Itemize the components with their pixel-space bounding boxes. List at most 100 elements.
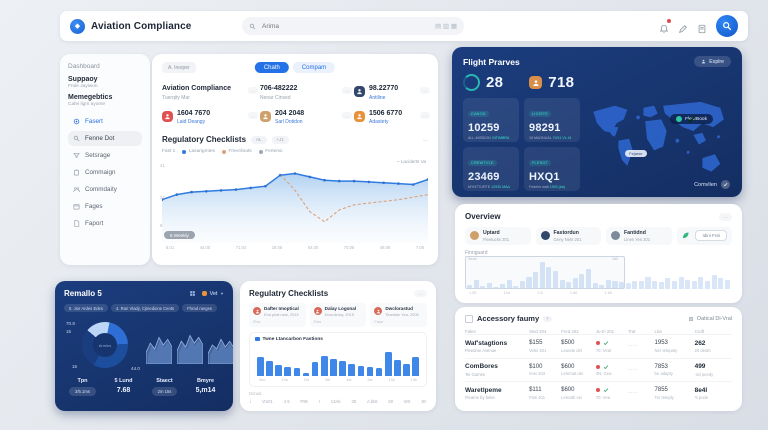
- status-icons: [595, 364, 628, 370]
- checklist-person[interactable]: Dwclorastud Teardian Yea, 2005 Fasd: [370, 303, 428, 327]
- table-select-all-checkbox[interactable]: [465, 314, 473, 323]
- search-input[interactable]: [260, 21, 404, 31]
- section-menu-icon[interactable]: ...: [422, 136, 428, 143]
- x-axis-label: 18.08: [271, 245, 283, 251]
- weekly-badge[interactable]: 6 Weekly: [164, 231, 195, 240]
- x-axis-label: 84.00: [307, 245, 319, 251]
- stat-item: 1604 7670 Laid Deangy...: [162, 110, 260, 125]
- sidebar-item-setsrage[interactable]: Setsrage: [68, 148, 142, 163]
- histogram-bar: [704, 280, 711, 289]
- main-corner-chip[interactable]: A. Iresper: [162, 62, 196, 73]
- sidebar-item-commaign[interactable]: Commaign: [68, 165, 142, 180]
- overview-person-chip[interactable]: Fastordun Geny Nets 201: [535, 227, 601, 245]
- checklists-card: Regulatry Checklists ... Dafter Imoptica…: [240, 281, 436, 411]
- sidebar-item-fasert[interactable]: Fasert: [68, 114, 142, 129]
- grid-view-icon[interactable]: [189, 290, 196, 297]
- person-row: Dalay Logonal Ema Ardcy, 2015: [313, 306, 363, 317]
- donut-label-topleft: 70.8: [66, 321, 75, 326]
- map-region-label[interactable]: Fejarse: [625, 150, 647, 158]
- cell-name: ComBores Tei Games: [465, 363, 529, 377]
- table-row[interactable]: Waf'stagtions Fleedme Avenue $155 Velei 201…: [465, 334, 732, 358]
- cell: $600 Lereath vei: [561, 387, 596, 400]
- stat-badge[interactable]: ...: [420, 111, 430, 119]
- column-header[interactable]: Lba: [654, 329, 662, 334]
- column-header[interactable]: Croft: [694, 329, 705, 334]
- legend-item[interactable]: Lasarigmtes: [182, 149, 215, 154]
- edit-pen-icon[interactable]: [678, 21, 688, 33]
- sidebar-item-commdaity[interactable]: Commdaity: [68, 182, 142, 197]
- sidebar-item-fages[interactable]: Fages: [68, 199, 142, 214]
- cell: $500 Leunde del: [561, 340, 596, 353]
- sidebar-item-fenne-dot[interactable]: Fenne Dot: [68, 131, 142, 146]
- section-chip-2[interactable]: +J1: [271, 135, 289, 144]
- column-header[interactable]: Sind 204: [529, 329, 547, 334]
- flight-tile[interactable]: CANOD 10259 ALL-MISSION 34TIMBRA: [463, 98, 519, 142]
- table-title-chip[interactable]: +: [543, 315, 552, 322]
- legend-swatch-icon: [255, 336, 260, 342]
- legend-item[interactable]: Fmeclinats: [221, 149, 252, 154]
- map-tooltip[interactable]: FleurBook: [670, 114, 713, 124]
- tab-chath[interactable]: Chath: [254, 62, 289, 73]
- section-chip-1[interactable]: AL: [251, 135, 267, 144]
- flight-tile[interactable]: FLENGT HXQ1 Fedelm watt 1903 (ba): [524, 147, 580, 191]
- table-row[interactable]: Waretlpeme Fleame by beke $111 Fleti 401 $60…: [465, 381, 732, 405]
- remallo-filter-chip[interactable]: Fhrad ranges: [182, 304, 218, 312]
- x-axis-label: 10s: [388, 377, 395, 382]
- stat-badge[interactable]: ...: [248, 111, 258, 119]
- metric-value-text[interactable]: 2m 15s: [151, 387, 178, 396]
- remallo-filter-chip[interactable]: 5. Jior Ardes Edes: [64, 304, 108, 312]
- stat-badge[interactable]: ...: [420, 87, 430, 94]
- stat-badge[interactable]: ...: [342, 111, 352, 119]
- overview-person-chip[interactable]: Uptard Fleetucks 201: [465, 227, 531, 245]
- person-icon: [356, 88, 363, 95]
- cell-sub: Ner telepaty: [654, 347, 678, 353]
- overview-person-chip[interactable]: Fantidnd Lines Yes 201: [606, 227, 672, 245]
- metric-value-text[interactable]: 3/5.1ms: [69, 387, 96, 396]
- cell-value: 1953: [654, 340, 668, 346]
- compliance-line-chart: 41 24 8 ~ Laciderts Va 6 Weekly: [160, 157, 430, 244]
- histogram-bar: [513, 285, 519, 289]
- histogram-bar: [500, 283, 506, 289]
- overview-menu-icon[interactable]: ...: [718, 212, 732, 221]
- column-header[interactable]: Trat: [627, 329, 636, 334]
- legend-item[interactable]: Fertensi: [258, 149, 283, 154]
- user-avatar[interactable]: [716, 15, 738, 37]
- global-search[interactable]: ▤ ▥ ▦: [242, 17, 464, 35]
- tab-compam[interactable]: Compam: [292, 62, 336, 73]
- flight-tile[interactable]: LIGISTE 98291 16 MAGNUAL 70/11 VL 41: [524, 98, 580, 142]
- sidebar-item-label: Fages: [85, 203, 103, 210]
- incidents-label[interactable]: ~ Laciderts Va: [396, 159, 426, 165]
- footer-label: Comvlien: [694, 181, 717, 188]
- cell-sub: Lereath vei: [561, 394, 582, 400]
- filter-icon: [73, 152, 80, 159]
- sidebar-item-faport[interactable]: Faport: [68, 216, 142, 231]
- status-sub: 70: Vea: [595, 394, 611, 400]
- table-row[interactable]: ComBores Tei Games $100 Imei 203 $600 Lemmat …: [465, 357, 732, 382]
- notification-dot: [667, 19, 671, 23]
- checklist-person[interactable]: Dalay Logonal Ema Ardcy, 2015 Fins: [309, 303, 367, 327]
- status-check-icon: [603, 340, 609, 346]
- footer-check-icon[interactable]: [721, 180, 730, 189]
- cell: 7853 be adapty: [655, 364, 695, 377]
- column-header[interactable]: Ju-tri 201: [595, 329, 615, 334]
- column-header[interactable]: Fred 202: [561, 329, 579, 334]
- histogram-selection-box[interactable]: [465, 255, 625, 289]
- remallo-filter-chip[interactable]: 4. Ran Vlady, Cjmedione Cents: [110, 304, 180, 312]
- stat-badge[interactable]: ...: [248, 87, 258, 94]
- stat-badge[interactable]: ...: [342, 87, 352, 94]
- cell: 499 -nd peedy: [695, 363, 732, 377]
- notifications-bell-icon[interactable]: [659, 19, 671, 34]
- top-header: ◆ Aviation Compliance ▤ ▥ ▦: [60, 11, 748, 41]
- vet-dropdown[interactable]: Vet ▼: [202, 291, 224, 297]
- person-icon: [376, 309, 381, 314]
- explore-button[interactable]: Explre: [694, 56, 731, 67]
- flight-tile[interactable]: CREWTVLE 23469 MYNTTURTE 12930 MAA: [463, 147, 519, 191]
- cell: 8e4l '5 pode: [695, 387, 732, 401]
- table-action[interactable]: Oatical Di-Vral: [688, 316, 732, 322]
- document-icon[interactable]: [697, 21, 707, 34]
- column-header[interactable]: Fales: [465, 329, 476, 334]
- checklists-menu-icon[interactable]: ...: [414, 290, 427, 297]
- idini-frei-button[interactable]: Idini Frei: [695, 230, 728, 242]
- checklist-person[interactable]: Dafter Imoptical End prial rack, 2015 Fins: [249, 303, 306, 327]
- x-axis-label: 44.00: [199, 245, 211, 251]
